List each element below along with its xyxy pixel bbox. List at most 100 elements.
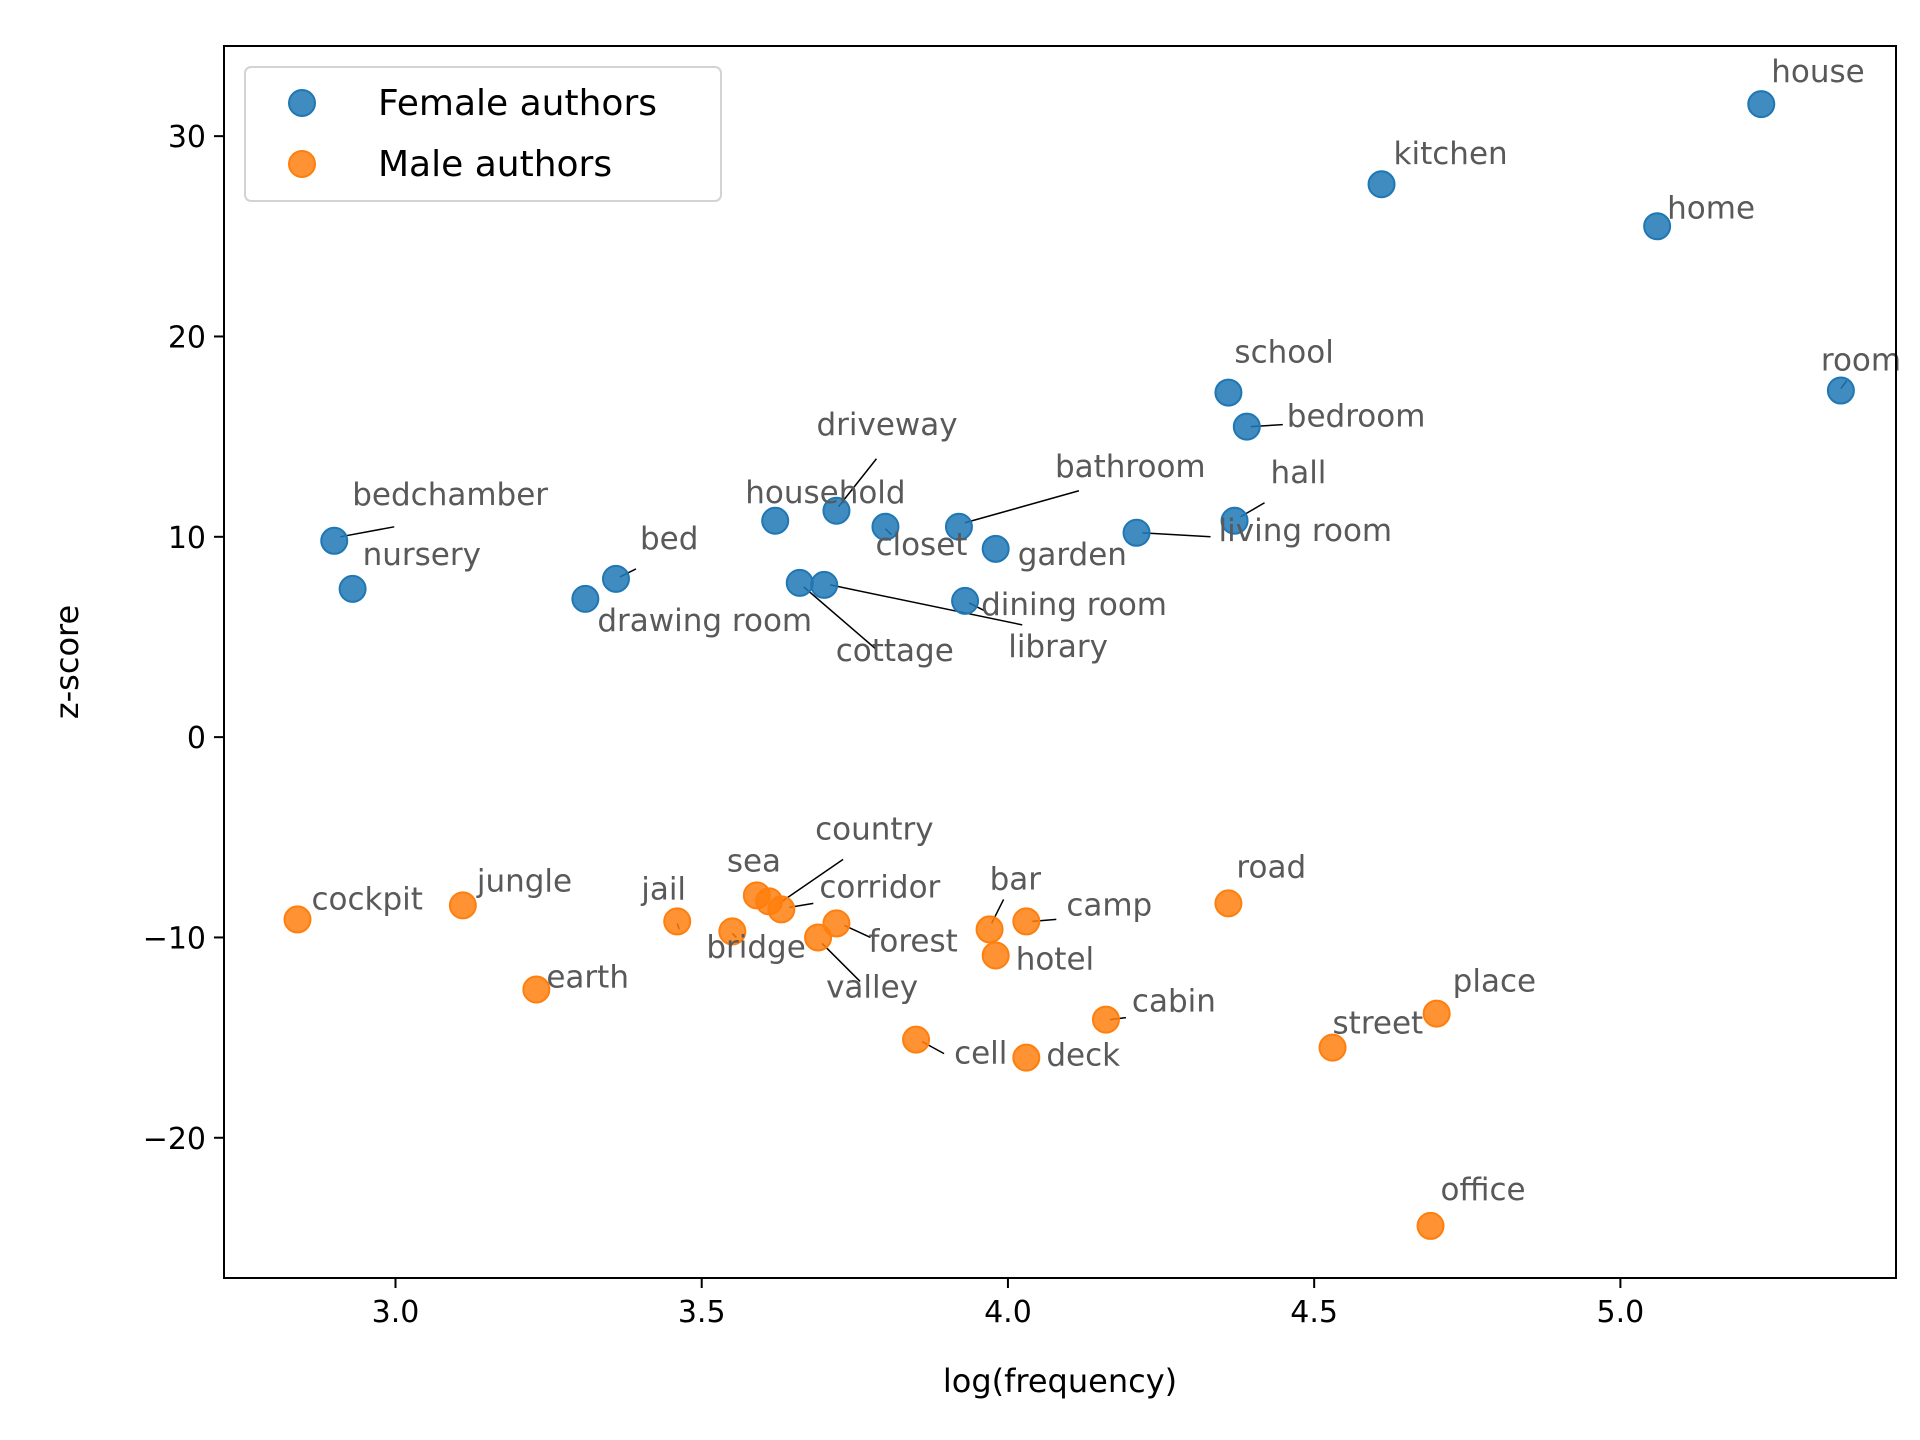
legend-marker-female	[288, 89, 316, 117]
point-garden	[981, 534, 1010, 563]
x-tick-label: 3.5	[678, 1295, 726, 1330]
point-deck	[1012, 1043, 1041, 1072]
plot-area	[224, 46, 1896, 1278]
y-tick-label: −20	[143, 1122, 206, 1157]
leader-line-driveway	[837, 458, 878, 508]
point-earth	[522, 975, 551, 1004]
point-label-sea: sea	[727, 843, 781, 879]
legend-label-female: Female authors	[378, 83, 657, 124]
y-tick-label: 30	[168, 120, 206, 155]
point-bed	[601, 564, 630, 593]
point-camp	[1012, 907, 1041, 936]
point-bathroom	[944, 512, 973, 541]
point-label-household: household	[745, 475, 905, 511]
point-label-valley: valley	[826, 969, 918, 1005]
point-road	[1214, 889, 1243, 918]
point-jungle	[448, 891, 477, 920]
point-label-earth: earth	[546, 960, 629, 996]
point-house	[1747, 90, 1776, 119]
point-label-kitchen: kitchen	[1394, 136, 1508, 172]
point-home	[1643, 212, 1672, 241]
point-forest	[822, 909, 851, 938]
y-tick-label: 10	[168, 521, 206, 556]
point-label-country: country	[815, 811, 934, 847]
point-label-dining-room: dining room	[981, 587, 1167, 623]
point-hall	[1220, 506, 1249, 535]
point-label-bedroom: bedroom	[1287, 399, 1426, 435]
point-place	[1422, 999, 1451, 1028]
plot-frame	[223, 45, 1897, 1279]
point-label-office: office	[1441, 1172, 1526, 1208]
leader-line-living-room	[1142, 532, 1211, 538]
point-household	[761, 506, 790, 535]
point-label-bar: bar	[990, 861, 1042, 897]
y-tick-label: −10	[143, 921, 206, 956]
point-jail	[663, 907, 692, 936]
point-label-road: road	[1236, 849, 1306, 885]
x-tick-label: 4.0	[984, 1295, 1032, 1330]
point-label-room: room	[1821, 343, 1901, 379]
point-cell	[902, 1025, 931, 1054]
leader-line-library	[830, 584, 1023, 626]
point-bridge	[718, 917, 747, 946]
point-cockpit	[283, 905, 312, 934]
legend-marker-male	[288, 150, 316, 178]
point-hotel	[981, 941, 1010, 970]
legend: Female authors Male authors	[244, 66, 722, 202]
x-tick-label: 4.5	[1290, 1295, 1338, 1330]
point-label-bathroom: bathroom	[1055, 449, 1206, 485]
x-tick-label: 3.0	[372, 1295, 420, 1330]
point-school	[1214, 378, 1243, 407]
point-street	[1318, 1033, 1347, 1062]
point-label-bed: bed	[640, 521, 698, 557]
y-axis-label: z-score	[48, 605, 86, 719]
point-label-corridor: corridor	[819, 869, 940, 905]
leader-line-country	[778, 858, 844, 905]
point-label-hall: hall	[1271, 455, 1327, 491]
point-label-driveway: driveway	[816, 407, 957, 443]
point-label-cell: cell	[954, 1036, 1007, 1072]
y-tick-label: 0	[187, 721, 206, 756]
point-label-camp: camp	[1066, 887, 1152, 923]
point-driveway	[822, 496, 851, 525]
point-label-jail: jail	[640, 871, 686, 907]
point-room	[1826, 376, 1855, 405]
data-points	[283, 90, 1855, 1240]
point-label-cottage: cottage	[836, 633, 954, 669]
point-label-living-room: living room	[1219, 513, 1393, 549]
point-kitchen	[1367, 170, 1396, 199]
point-label-library: library	[1008, 629, 1108, 665]
point-label-closet: closet	[875, 527, 967, 563]
point-label-jungle: jungle	[476, 863, 572, 899]
point-labels: house kitchen home room school bedroom drivewa…	[311, 54, 1901, 1208]
point-drawing-room	[571, 584, 600, 613]
leader-line-valley	[821, 942, 861, 982]
point-bar	[975, 915, 1004, 944]
point-label-garden: garden	[1018, 537, 1127, 573]
point-cabin	[1091, 1005, 1120, 1034]
point-label-hotel: hotel	[1016, 941, 1094, 977]
point-label-cabin: cabin	[1132, 984, 1216, 1020]
point-label-forest: forest	[868, 923, 957, 959]
point-corridor	[767, 895, 796, 924]
axis-ticks: 3.0 3.5 4.0 4.5 5.0 30 20 10 0 −10 −20	[143, 120, 1645, 1330]
point-label-home: home	[1667, 190, 1755, 226]
point-office	[1416, 1211, 1445, 1240]
y-tick-label: 20	[168, 320, 206, 355]
point-closet	[871, 512, 900, 541]
legend-frame	[244, 66, 722, 202]
point-label-deck: deck	[1046, 1038, 1120, 1074]
point-dining-room	[951, 586, 980, 615]
point-label-school: school	[1234, 335, 1333, 371]
point-nursery	[338, 574, 367, 603]
legend-label-male: Male authors	[378, 144, 612, 185]
x-tick-label: 5.0	[1597, 1295, 1645, 1330]
point-label-bridge: bridge	[706, 929, 805, 965]
leader-line-bathroom	[964, 490, 1080, 524]
point-label-nursery: nursery	[363, 537, 481, 573]
point-bedroom	[1232, 412, 1261, 441]
point-library	[810, 570, 839, 599]
point-label-house: house	[1771, 54, 1864, 90]
point-label-bedchamber: bedchamber	[352, 477, 548, 513]
